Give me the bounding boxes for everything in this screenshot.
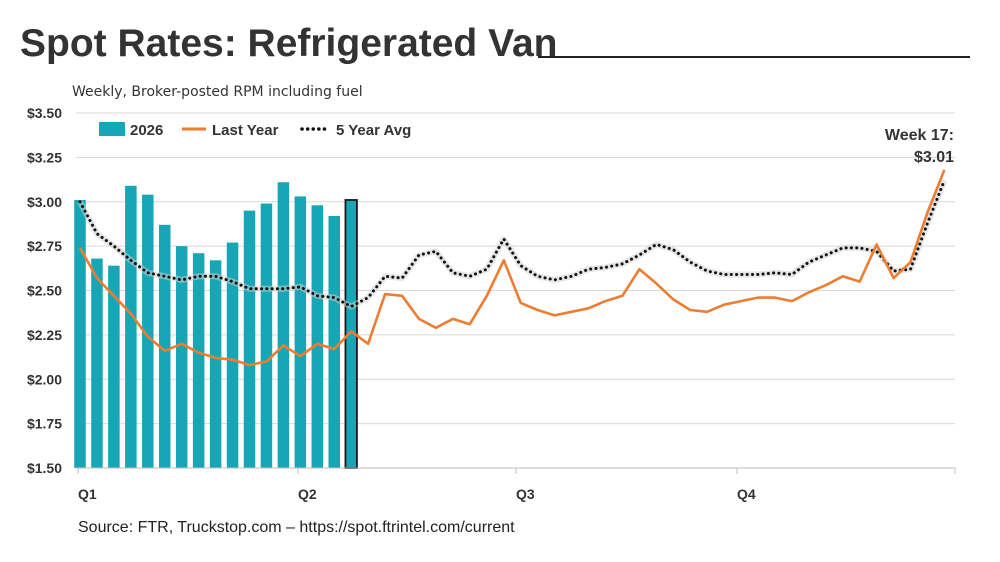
y-tick-label: $2.25	[27, 327, 62, 343]
bar	[74, 199, 86, 468]
y-tick-label: $2.00	[27, 371, 62, 387]
bar	[125, 185, 137, 468]
y-tick-label: $1.75	[27, 416, 62, 432]
last-year-line	[78, 169, 946, 367]
bar	[209, 260, 222, 468]
x-tick-label: Q1	[78, 486, 97, 502]
bar	[175, 246, 188, 468]
bar	[260, 203, 273, 468]
y-tick-label: $2.50	[27, 283, 62, 299]
y-axis: $1.50 $1.75 $2.00 $2.25 $2.50 $2.75 $3.00 $3.25…	[27, 105, 62, 476]
bar	[328, 215, 340, 468]
title-rule	[538, 56, 970, 58]
x-tick-label: Q2	[298, 486, 317, 502]
annotation-week-value: $3.01	[914, 149, 954, 166]
bar-series-2026	[74, 182, 358, 469]
x-tick-label: Q4	[737, 486, 756, 502]
bar	[277, 182, 290, 468]
legend: 2026 Last Year 5 Year Avg	[99, 122, 411, 139]
legend-swatch-2026	[99, 122, 125, 136]
line-series	[77, 169, 948, 367]
legend-label-2026: 2026	[130, 122, 163, 139]
x-tick-label: Q3	[516, 486, 535, 502]
grid-lines	[76, 112, 955, 425]
annotation-week-label: Week 17:	[885, 127, 954, 144]
y-tick-label: $1.50	[27, 460, 62, 476]
bar	[192, 253, 205, 468]
bar	[311, 205, 324, 469]
five-year-avg-shadow	[77, 179, 948, 310]
bar	[142, 194, 154, 468]
legend-label-last-year: Last Year	[212, 122, 279, 139]
bar	[108, 265, 120, 468]
chart-subtitle: Weekly, Broker-posted RPM including fuel	[72, 84, 363, 100]
legend-label-5-year-avg: 5 Year Avg	[336, 122, 411, 139]
bar	[91, 258, 103, 468]
y-tick-label: $3.50	[27, 105, 62, 121]
bar	[226, 242, 239, 468]
bar	[159, 224, 171, 468]
five-year-avg-line	[78, 178, 946, 308]
page-title: Spot Rates: Refrigerated Van	[20, 22, 558, 65]
week-annotation: Week 17: $3.01	[885, 127, 954, 166]
y-tick-label: $3.00	[27, 194, 62, 210]
source-note: Source: FTR, Truckstop.com – https://spo…	[78, 519, 515, 536]
bar	[243, 210, 256, 468]
x-axis: Q1 Q2 Q3 Q4	[76, 467, 956, 502]
bar	[294, 196, 307, 469]
y-tick-label: $2.75	[27, 238, 62, 254]
y-tick-label: $3.25	[27, 149, 62, 165]
